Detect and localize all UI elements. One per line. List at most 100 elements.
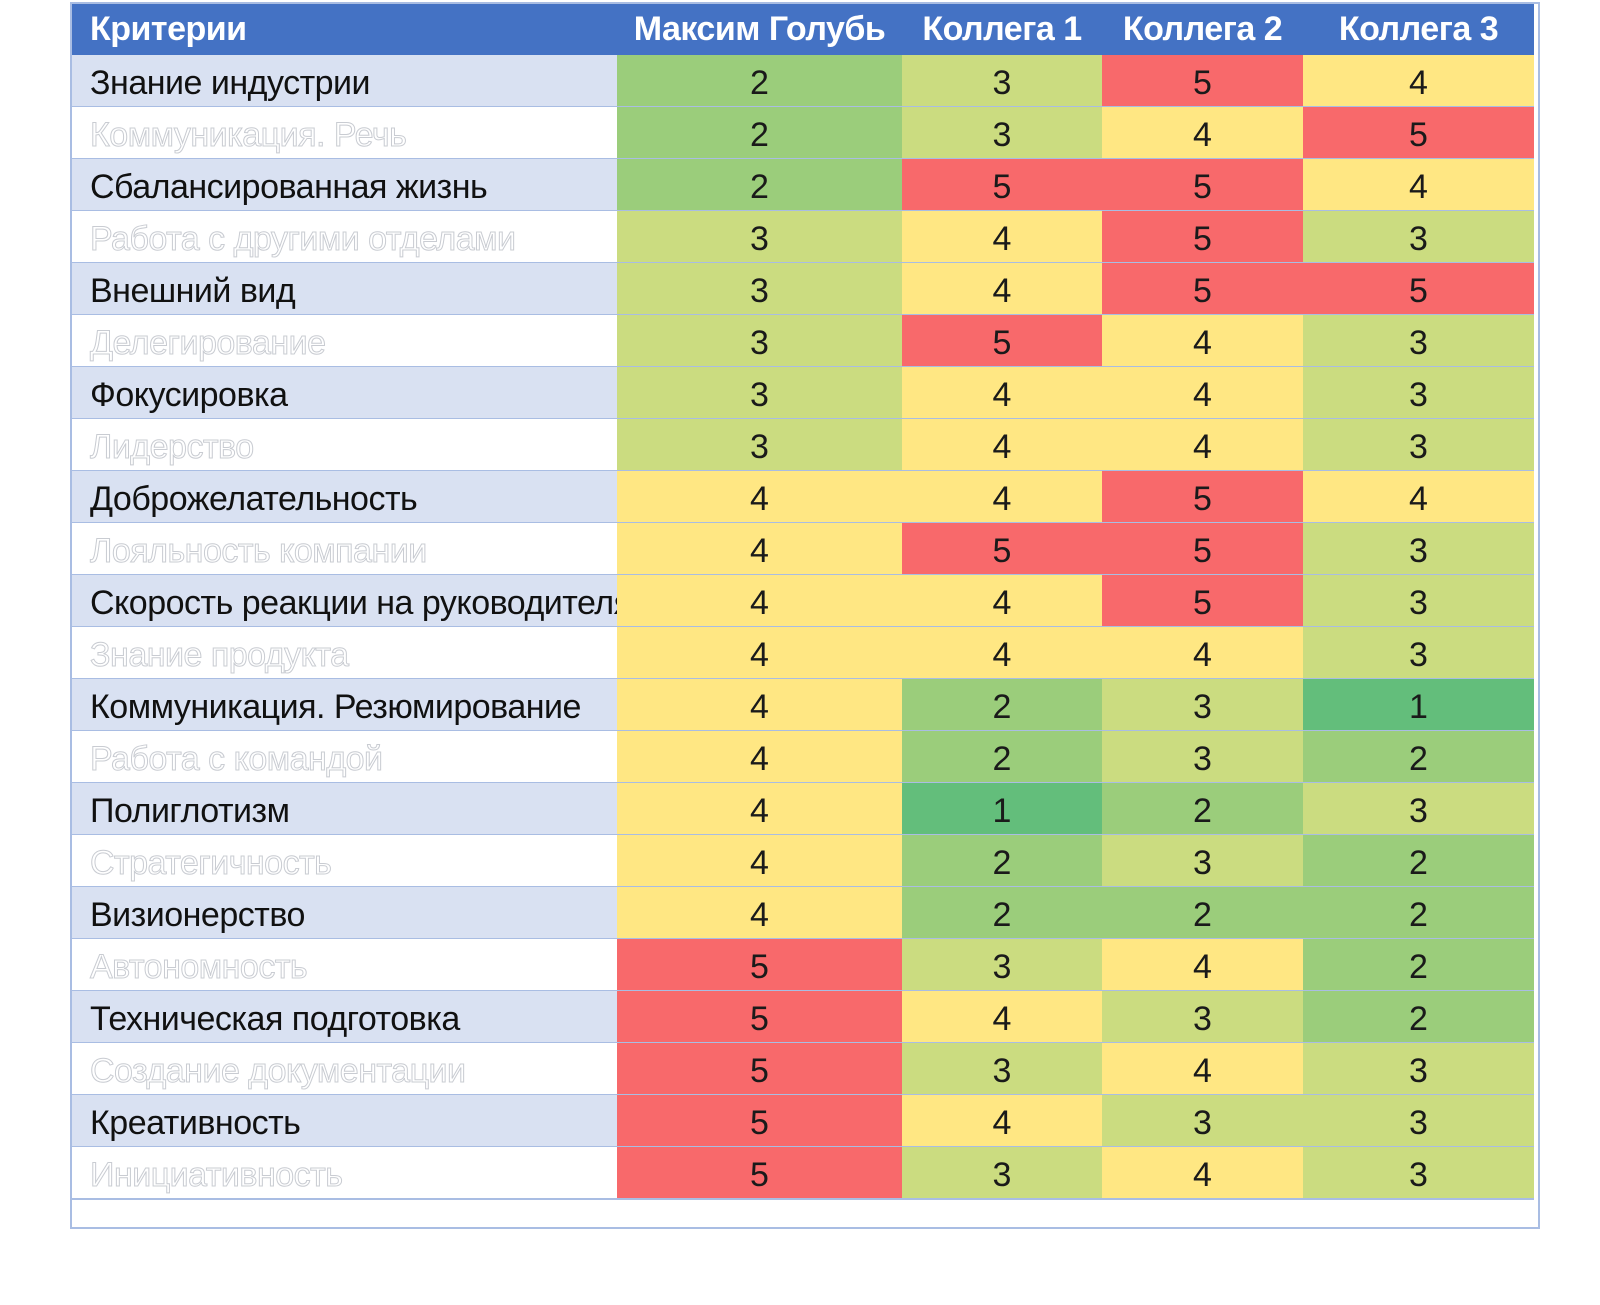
heatmap-cell: 2 xyxy=(1303,991,1534,1044)
header-person-4: Коллега 3 xyxy=(1303,4,1534,55)
row-label: Лояльность компании xyxy=(90,532,428,571)
row-label: Креативность xyxy=(90,1104,301,1142)
row-label: Сбалансированная жизнь xyxy=(90,168,488,206)
heatmap-cell: 3 xyxy=(1303,1043,1534,1096)
heatmap-cell: 4 xyxy=(1303,55,1534,108)
heatmap-cell: 5 xyxy=(617,1043,902,1096)
heatmap-cell: 4 xyxy=(617,835,902,888)
row-label: Работа с другими отделами xyxy=(90,220,517,259)
heatmap-cell: 2 xyxy=(1303,887,1534,940)
heatmap-cell: 3 xyxy=(902,55,1102,108)
heatmap-cell: 4 xyxy=(617,575,902,628)
heatmap-cell: 3 xyxy=(1102,991,1303,1044)
heatmap-cell: 3 xyxy=(1303,523,1534,576)
heatmap-cell: 4 xyxy=(1102,419,1303,472)
heatmap-cell: 5 xyxy=(902,523,1102,576)
header-person-1: Максим Голубь xyxy=(617,4,902,55)
heatmap-cell: 3 xyxy=(1102,835,1303,888)
row-label: Делегирование xyxy=(90,324,327,363)
heatmap-cell: 1 xyxy=(1303,679,1534,732)
heatmap-cell: 3 xyxy=(617,263,902,316)
row-label: Инициативность xyxy=(90,1156,344,1195)
heatmap-cell: 4 xyxy=(1102,627,1303,680)
row-label: Знание продукта xyxy=(90,636,350,675)
heatmap-cell: 3 xyxy=(902,1147,1102,1200)
header-person-2: Коллега 1 xyxy=(902,4,1102,55)
row-label: Работа с командой xyxy=(90,740,384,779)
row-label: Техническая подготовка xyxy=(90,1000,460,1038)
heatmap-cell: 5 xyxy=(902,315,1102,368)
row-label: Полиглотизм xyxy=(90,792,290,830)
heatmap-cell: 4 xyxy=(617,471,902,524)
heatmap-cell: 3 xyxy=(1303,419,1534,472)
heatmap-cell: 2 xyxy=(902,835,1102,888)
heatmap-cell: 4 xyxy=(617,731,902,784)
heatmap-cell: 2 xyxy=(902,887,1102,940)
row-label: Создание документации xyxy=(90,1052,467,1091)
heatmap-cell: 2 xyxy=(617,159,902,212)
heatmap-cell: 2 xyxy=(1303,731,1534,784)
heatmap-cell: 4 xyxy=(1102,315,1303,368)
heatmap-cell: 4 xyxy=(902,419,1102,472)
row-label: Лидерство xyxy=(90,428,255,467)
heatmap-cell: 4 xyxy=(902,211,1102,264)
heatmap-cell: 4 xyxy=(902,263,1102,316)
heatmap-cell: 3 xyxy=(1303,627,1534,680)
row-label: Знание индустрии xyxy=(90,64,371,102)
heatmap-cell: 5 xyxy=(1303,107,1534,160)
heatmap-cell: 4 xyxy=(902,991,1102,1044)
heatmap-cell: 2 xyxy=(1102,887,1303,940)
heatmap-cell: 3 xyxy=(1102,731,1303,784)
heatmap-cell: 1 xyxy=(902,783,1102,836)
heatmap-cell: 3 xyxy=(617,367,902,420)
heatmap-cell: 5 xyxy=(1102,471,1303,524)
row-band xyxy=(72,107,617,160)
heatmap-cell: 5 xyxy=(1102,263,1303,316)
heatmap-cell: 4 xyxy=(1102,1043,1303,1096)
heatmap-cell: 4 xyxy=(617,783,902,836)
heatmap-cell: 4 xyxy=(1102,939,1303,992)
heatmap-cell: 5 xyxy=(1102,575,1303,628)
row-label: Доброжелательность xyxy=(90,480,418,518)
heatmap-cell: 2 xyxy=(902,731,1102,784)
heatmap-cell: 2 xyxy=(902,679,1102,732)
row-label: Коммуникация. Резюмирование xyxy=(90,688,581,726)
heatmap-cell: 2 xyxy=(1303,939,1534,992)
heatmap-cell: 5 xyxy=(1102,55,1303,108)
heatmap-cell: 5 xyxy=(1303,263,1534,316)
row-label: Визионерство xyxy=(90,896,305,934)
row-label: Скорость реакции на руководителя xyxy=(90,584,632,622)
heatmap-cell: 4 xyxy=(1303,159,1534,212)
header-person-3: Коллега 2 xyxy=(1102,4,1303,55)
heatmap-cell: 5 xyxy=(617,1095,902,1148)
row-band xyxy=(72,1043,617,1096)
row-band xyxy=(72,835,617,888)
row-band xyxy=(72,471,617,524)
heatmap-cell: 3 xyxy=(617,315,902,368)
row-label: Автономность xyxy=(90,948,309,987)
heatmap-cell: 3 xyxy=(617,211,902,264)
heatmap-cell: 5 xyxy=(617,991,902,1044)
heatmap-cell: 3 xyxy=(1102,679,1303,732)
row-band xyxy=(72,1147,617,1200)
heatmap-cell: 4 xyxy=(902,367,1102,420)
heatmap-cell: 4 xyxy=(1102,367,1303,420)
heatmap-cell: 3 xyxy=(1303,1095,1534,1148)
row-label: Фокусировка xyxy=(90,376,288,414)
heatmap-cell: 3 xyxy=(1303,315,1534,368)
row-label: Внешний вид xyxy=(90,272,296,310)
heatmap-cell: 4 xyxy=(1102,1147,1303,1200)
heatmap-cell: 3 xyxy=(902,107,1102,160)
heatmap-cell: 3 xyxy=(1303,211,1534,264)
heatmap-cell: 5 xyxy=(617,1147,902,1200)
heatmap-cell: 3 xyxy=(902,1043,1102,1096)
heatmap-cell: 4 xyxy=(902,471,1102,524)
heatmap-cell: 2 xyxy=(1102,783,1303,836)
heatmap-cell: 4 xyxy=(617,523,902,576)
heatmap-cell: 4 xyxy=(1102,107,1303,160)
heatmap-cell: 2 xyxy=(617,55,902,108)
heatmap-cell: 3 xyxy=(1303,367,1534,420)
row-label: Коммуникация. Речь xyxy=(90,116,408,155)
heatmap-cell: 2 xyxy=(617,107,902,160)
